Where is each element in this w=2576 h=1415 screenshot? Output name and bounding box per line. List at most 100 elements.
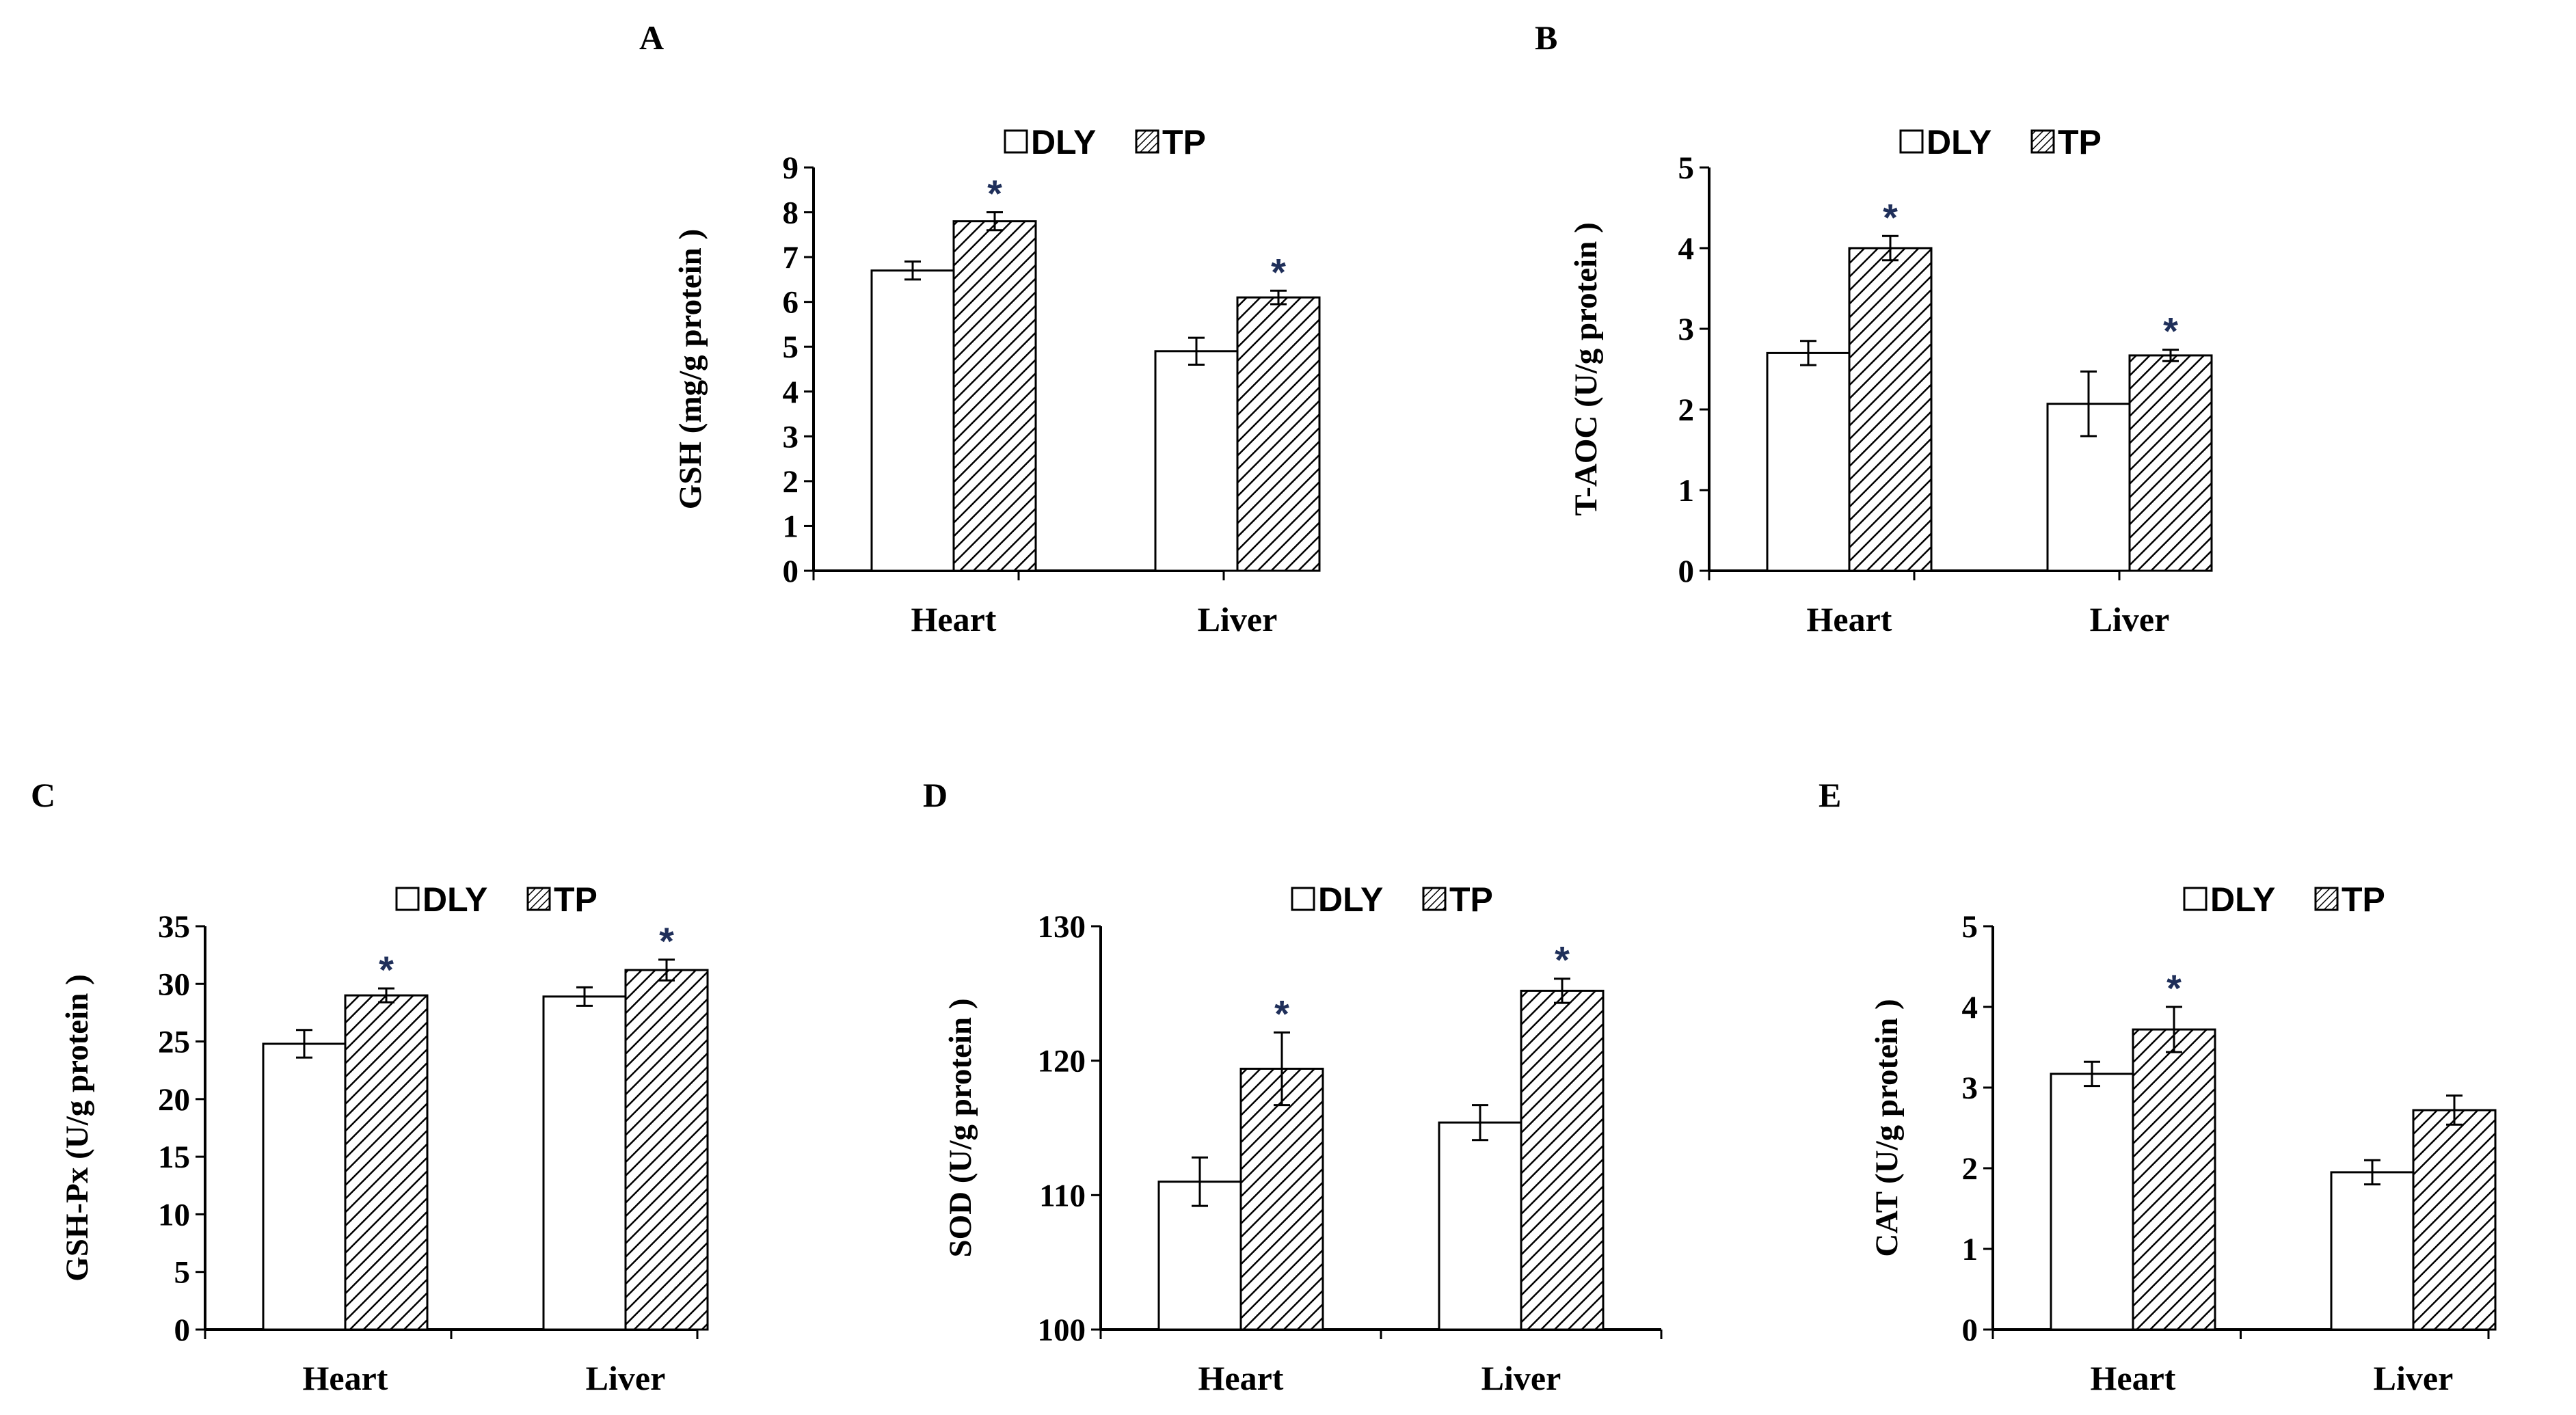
x-category-label: Heart xyxy=(911,600,997,638)
y-tick-label: 2 xyxy=(783,464,799,500)
panel-c: C 0 5 10 15 20 25 30 35 Heart Liver * * GSH-Px (U/g p… xyxy=(31,776,709,1397)
bar-dly-heart xyxy=(2050,1073,2134,1331)
y-tick-label: 35 xyxy=(158,909,190,945)
y-tick-label: 4 xyxy=(1962,990,1978,1025)
panel-letter: E xyxy=(1819,776,1841,814)
significance-asterisk: * xyxy=(1271,250,1286,293)
panel-b: B 0 1 2 3 4 5 Heart Liver * * T-AOC (U/g protein ) D… xyxy=(1535,18,2213,638)
y-tick-label: 2 xyxy=(1678,392,1695,428)
significance-asterisk: * xyxy=(2166,967,2182,1010)
y-tick-label: 20 xyxy=(158,1082,190,1118)
bar-dly-liver xyxy=(1154,350,1239,572)
legend-swatch-dly xyxy=(395,887,420,911)
legend: DLY TP xyxy=(2183,880,2385,919)
x-category-label: Liver xyxy=(1481,1359,1561,1397)
bar-tp-liver xyxy=(1236,296,1321,572)
y-tick-label: 1 xyxy=(783,509,799,544)
y-tick-label: 15 xyxy=(158,1140,190,1175)
y-tick-label: 30 xyxy=(158,967,190,1002)
legend: DLY TP xyxy=(1004,123,1206,161)
bar-tp-heart xyxy=(344,994,429,1331)
panel-letter: D xyxy=(923,776,948,814)
y-tick-label: 0 xyxy=(783,554,799,589)
significance-asterisk: * xyxy=(1883,196,1898,239)
bar-dly-liver xyxy=(1438,1121,1522,1331)
bar-tp-heart xyxy=(1239,1067,1324,1331)
y-tick-label: 7 xyxy=(783,240,799,275)
legend: DLY TP xyxy=(1291,880,1493,919)
significance-asterisk: * xyxy=(659,919,674,962)
y-tick-label: 100 xyxy=(1038,1312,1086,1348)
legend-swatch-tp xyxy=(2030,129,2055,154)
bar-dly-liver xyxy=(542,995,627,1331)
bar-tp-liver xyxy=(1520,989,1605,1331)
bar-dly-heart xyxy=(1766,351,1851,572)
legend-label-tp: TP xyxy=(1162,123,1206,161)
legend: DLY TP xyxy=(395,880,598,919)
y-axis-title: T-AOC (U/g protein ) xyxy=(1568,222,1604,516)
significance-asterisk: * xyxy=(1274,992,1289,1035)
y-tick-label: 6 xyxy=(783,285,799,321)
x-category-label: Liver xyxy=(1198,600,1278,638)
y-tick-label: 9 xyxy=(783,150,799,186)
x-category-label: Heart xyxy=(2091,1359,2176,1397)
y-axis-title: GSH (mg/g protein ) xyxy=(673,229,708,509)
y-tick-label: 0 xyxy=(174,1312,191,1348)
x-category-label: Heart xyxy=(1807,600,1892,638)
y-tick-label: 5 xyxy=(174,1255,191,1291)
legend-swatch-dly xyxy=(1004,129,1028,154)
legend-label-dly: DLY xyxy=(422,880,487,919)
legend-label-tp: TP xyxy=(554,880,598,919)
legend-swatch-dly xyxy=(1291,887,1315,911)
legend-swatch-tp xyxy=(2314,887,2339,911)
x-category-label: Heart xyxy=(1198,1359,1284,1397)
bar-tp-liver xyxy=(2128,354,2213,572)
y-tick-label: 3 xyxy=(783,419,799,455)
bar-dly-liver xyxy=(2330,1171,2415,1331)
legend-swatch-tp xyxy=(526,887,551,911)
panel-letter: C xyxy=(31,776,55,814)
y-tick-label: 5 xyxy=(1962,909,1978,945)
bar-tp-liver xyxy=(2412,1109,2497,1331)
x-category-label: Liver xyxy=(2374,1359,2454,1397)
y-tick-label: 25 xyxy=(158,1025,190,1060)
significance-asterisk: * xyxy=(2163,310,2178,353)
y-tick-label: 10 xyxy=(158,1197,190,1232)
panel-letter: A xyxy=(639,18,664,57)
y-tick-label: 0 xyxy=(1962,1312,1978,1348)
y-tick-label: 4 xyxy=(783,375,799,410)
legend-label-tp: TP xyxy=(2342,880,2385,919)
significance-asterisk: * xyxy=(379,948,394,991)
legend-swatch-tp xyxy=(1422,887,1447,911)
legend-swatch-tp xyxy=(1135,129,1159,154)
significance-asterisk: * xyxy=(987,172,1002,215)
x-category-label: Liver xyxy=(586,1359,666,1397)
legend-label-tp: TP xyxy=(2058,123,2102,161)
panel-a: A 0 1 2 3 4 5 6 7 8 9 Heart Liver * * GSH (mg/g protein… xyxy=(639,18,1321,638)
bar-dly-heart xyxy=(262,1042,347,1331)
y-tick-label: 8 xyxy=(783,196,799,231)
legend-label-dly: DLY xyxy=(1031,123,1096,161)
legend-swatch-dly xyxy=(2183,887,2208,911)
y-tick-label: 2 xyxy=(1962,1151,1978,1187)
y-tick-label: 0 xyxy=(1678,554,1695,589)
x-category-label: Liver xyxy=(2090,600,2170,638)
legend-label-dly: DLY xyxy=(2210,880,2275,919)
bar-tp-heart xyxy=(1848,247,1933,572)
y-tick-label: 4 xyxy=(1678,231,1695,267)
y-tick-label: 3 xyxy=(1678,312,1695,347)
y-tick-label: 130 xyxy=(1038,909,1086,945)
y-tick-label: 110 xyxy=(1039,1178,1086,1213)
legend: DLY TP xyxy=(1899,123,2102,161)
y-tick-label: 1 xyxy=(1962,1232,1978,1267)
bar-dly-heart xyxy=(870,269,955,572)
panel-e: E 0 1 2 3 4 5 Heart Liver * CAT (U/g protein ) DLY T… xyxy=(1819,776,2497,1397)
y-tick-label: 3 xyxy=(1962,1070,1978,1106)
panel-d: D 100 110 120 130 Heart Liver * * SOD (U/g protei… xyxy=(923,776,1663,1397)
legend-label-dly: DLY xyxy=(1927,123,1991,161)
y-tick-label: 1 xyxy=(1678,473,1695,509)
bar-tp-heart xyxy=(2132,1028,2216,1331)
y-axis-title: SOD (U/g protein ) xyxy=(943,998,978,1257)
y-tick-label: 5 xyxy=(783,329,799,365)
